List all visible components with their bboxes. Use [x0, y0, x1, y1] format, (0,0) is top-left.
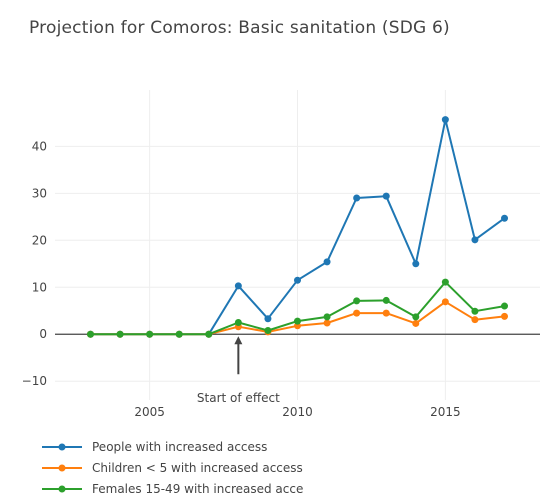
- data-point: [234, 282, 242, 290]
- data-point: [382, 296, 390, 304]
- legend-label-3: Females 15-49 with increased acce: [92, 482, 303, 496]
- data-point: [323, 258, 331, 266]
- data-point: [353, 297, 361, 305]
- data-point: [116, 330, 124, 338]
- x-tick-label: 2015: [430, 405, 461, 419]
- data-point: [294, 317, 301, 325]
- data-point: [471, 316, 479, 324]
- data-point: [205, 330, 213, 338]
- data-point: [382, 309, 390, 317]
- data-point: [175, 330, 183, 338]
- y-tick-label: 40: [32, 139, 47, 153]
- data-point: [471, 236, 479, 244]
- data-point: [412, 313, 420, 321]
- data-point: [264, 326, 272, 334]
- data-point: [501, 312, 509, 320]
- x-tick-label: 2010: [282, 405, 313, 419]
- y-tick-label: 30: [32, 186, 47, 200]
- data-point: [412, 319, 420, 327]
- legend-marker-3: [58, 485, 66, 493]
- y-tick-label: 20: [32, 233, 47, 247]
- data-point: [501, 302, 509, 310]
- data-point: [234, 319, 242, 326]
- legend-marker-2: [58, 464, 66, 472]
- y-tick-label: −10: [22, 374, 47, 388]
- data-point: [264, 315, 272, 323]
- data-point: [353, 309, 361, 317]
- y-tick-label: 0: [39, 327, 47, 341]
- chart-title: Projection for Comoros: Basic sanitation…: [29, 18, 450, 38]
- data-point: [441, 278, 449, 286]
- legend-label-1: People with increased access: [92, 440, 267, 454]
- data-point: [146, 330, 154, 338]
- annotation-arrow-head: [234, 336, 243, 345]
- data-point: [323, 313, 331, 321]
- data-point: [441, 298, 449, 306]
- x-tick-label: 2005: [134, 405, 165, 419]
- data-point: [412, 260, 420, 268]
- data-point: [294, 276, 301, 284]
- legend-label-2: Children < 5 with increased access: [92, 461, 303, 475]
- annotation-text: Start of effect: [197, 391, 280, 405]
- data-point: [441, 116, 449, 124]
- legend-marker-1: [58, 443, 66, 451]
- data-point: [382, 192, 390, 200]
- data-point: [501, 214, 509, 222]
- data-point: [86, 330, 94, 338]
- y-tick-label: 10: [32, 280, 47, 294]
- data-point: [323, 319, 331, 327]
- data-point: [353, 194, 361, 202]
- data-point: [471, 307, 479, 315]
